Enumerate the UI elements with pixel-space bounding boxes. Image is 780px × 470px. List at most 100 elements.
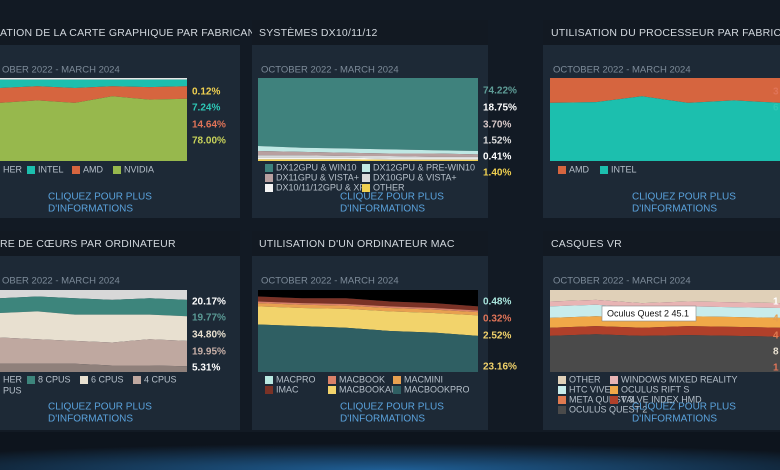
area-band [258,306,478,336]
legend-label: OCULUS RIFT S [621,384,689,394]
legend-label: NVIDIA [124,164,154,174]
more-info-link[interactable]: CLIQUEZ POUR PLUS [48,402,152,413]
legend-swatch [265,376,273,384]
legend-label: MACMINI [404,374,443,384]
panel-header [0,231,240,256]
area-band [0,96,187,161]
legend-label: HER [3,164,23,174]
area-band [550,334,780,372]
area-band [0,78,187,80]
value-label: 34.80% [192,330,226,341]
value-label: 1.40% [483,168,511,179]
legend-swatch [113,166,121,174]
legend-swatch [80,376,88,384]
more-info-link[interactable]: D'INFORMATIONS [48,204,133,215]
value-label: 1.52% [483,136,511,147]
legend-label: INTEL [38,164,64,174]
legend-swatch [265,386,273,394]
date-range: OBER 2022 - MARCH 2024 [2,276,120,287]
more-info-link[interactable]: CLIQUEZ POUR PLUS [48,192,152,203]
area-band [0,311,187,343]
legend-swatch [393,386,401,394]
area-band [258,159,478,161]
legend-label: MACBOOK [339,374,385,384]
legend-swatch [265,164,273,172]
more-info-link[interactable]: CLIQUEZ POUR PLUS [632,192,736,203]
legend-label: DX12GPU & WIN10 [276,162,357,172]
value-label: 7.24% [192,103,220,114]
value-label: 78.00% [192,136,226,147]
legend-label: AMD [569,164,590,174]
more-info-link[interactable]: D'INFORMATIONS [340,414,425,425]
legend-swatch [558,396,566,404]
panel-header [0,20,240,45]
area-band [0,290,187,300]
panel-title: ATION DE LA CARTE GRAPHIQUE PAR FABRICAN… [0,27,262,39]
value-label: 2.52% [483,331,511,342]
panel-header [543,20,780,45]
tooltip-box [601,305,697,322]
area-band [0,86,187,103]
more-info-link[interactable]: D'INFORMATIONS [632,414,717,425]
legend-label: 8 CPUS [38,374,71,384]
legend-label: VALVE INDEX HMD [621,394,702,404]
value-label: 0.12% [192,87,220,98]
area-band [550,299,780,309]
legend-label: META QUEST 3 [569,394,634,404]
legend-label: AMD [83,164,104,174]
panel-header [252,20,488,45]
legend-label: WINDOWS MIXED REALITY [621,374,738,384]
tooltip-text: Oculus Quest 2 45.1 [607,308,689,318]
legend-label: DX10GPU & VISTA+ [373,172,457,182]
area-band [258,303,478,316]
panel-title: SYSTÈMES DX10/11/12 [259,26,378,39]
date-range: OBER 2022 - MARCH 2024 [2,65,120,76]
area-band [0,79,187,88]
legend-label: OCULUS QUEST 2 [569,404,647,414]
more-info-link[interactable]: D'INFORMATIONS [48,414,133,425]
area-band [550,290,780,304]
legend-label: DX10/11/12GPU & XP [276,182,365,192]
legend-label: OTHER [569,374,601,384]
date-range: OCTOBER 2022 - MARCH 2024 [261,276,399,287]
value-label: 20.17% [192,297,226,308]
legend-swatch [72,166,80,174]
area-band [550,78,780,103]
value-label: 5.31% [192,363,220,374]
area-band [258,146,478,155]
value-label: 18.75% [483,103,517,114]
legend-swatch [362,164,370,172]
legend-swatch [27,376,35,384]
legend-swatch [133,376,141,384]
panel-title: UTILISATION DU PROCESSEUR PAR FABRICANT [551,27,780,39]
more-info-link[interactable]: CLIQUEZ POUR PLUS [340,402,444,413]
area-band [258,157,478,160]
legend-swatch [610,376,618,384]
area-band [258,324,478,372]
date-range: OCTOBER 2022 - MARCH 2024 [553,276,691,287]
area-band [550,326,780,337]
area-band [550,96,780,161]
value-label: 1 [773,363,779,374]
legend-label: PUS [3,385,22,395]
more-info-link[interactable]: D'INFORMATIONS [340,204,425,215]
legend-label: 4 CPUS [144,374,177,384]
legend-label: DX11GPU & VISTA+ [276,172,359,182]
value-label: 4 [773,314,779,325]
footer-glow [0,432,780,470]
more-info-link[interactable]: CLIQUEZ POUR PLUS [632,402,736,413]
area-band [0,363,187,372]
more-info-link[interactable]: D'INFORMATIONS [632,204,717,215]
area-band [258,151,478,157]
legend-swatch [328,386,336,394]
more-info-link[interactable]: CLIQUEZ POUR PLUS [340,192,444,203]
value-label: 74.22% [483,86,517,97]
date-range: OCTOBER 2022 - MARCH 2024 [553,65,691,76]
area-band [0,337,187,367]
legend-swatch [27,166,35,174]
legend-label: DX12GPU & PRE-WIN10 [373,162,475,172]
legend-swatch [610,386,618,394]
value-label: 19.95% [192,347,226,358]
